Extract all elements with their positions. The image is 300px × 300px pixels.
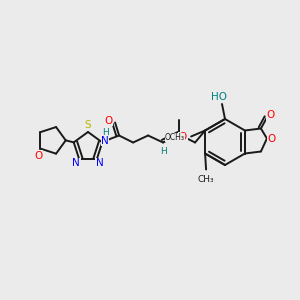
- Text: O: O: [179, 134, 187, 143]
- Text: O: O: [267, 110, 275, 121]
- Text: N: N: [96, 158, 104, 168]
- Text: CH₃: CH₃: [198, 176, 214, 184]
- Text: HO: HO: [211, 92, 227, 102]
- Text: H: H: [160, 147, 167, 156]
- Text: O: O: [173, 134, 181, 143]
- Text: H: H: [102, 128, 109, 137]
- Text: N: N: [101, 136, 109, 146]
- Text: S: S: [85, 120, 91, 130]
- Text: O: O: [34, 151, 43, 160]
- Text: N: N: [72, 158, 80, 168]
- Text: O: O: [268, 134, 276, 143]
- Text: O: O: [104, 116, 112, 125]
- Text: O: O: [179, 133, 187, 142]
- Text: OCH₃: OCH₃: [165, 133, 185, 142]
